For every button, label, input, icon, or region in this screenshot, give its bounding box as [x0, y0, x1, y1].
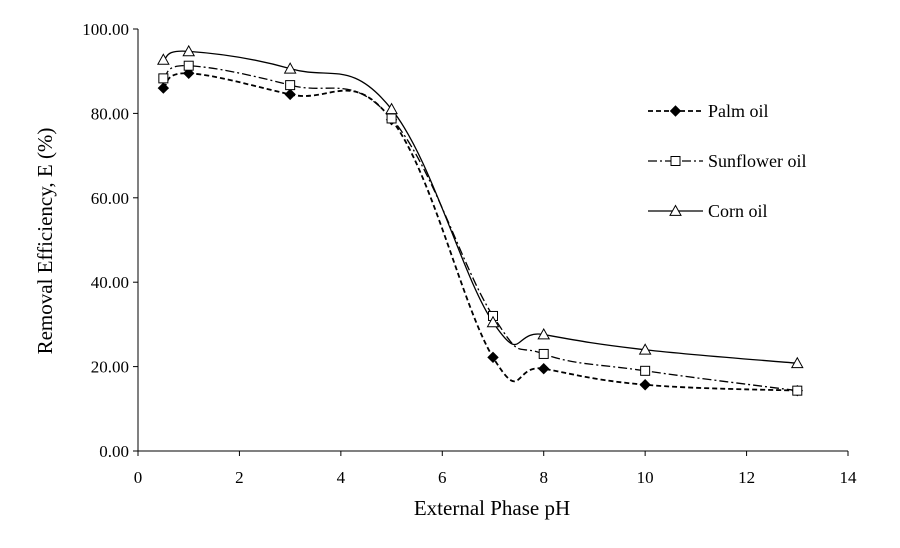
- series-group: [157, 44, 804, 397]
- data-point-sunflower-oil: [158, 73, 169, 84]
- legend-label-palm-oil: Palm oil: [708, 101, 769, 121]
- data-point-sunflower-oil: [285, 80, 296, 91]
- data-point-palm-oil: [183, 67, 195, 80]
- series-line-palm-oil: [162, 72, 798, 392]
- legend: Palm oil Sunflower oil Corn oil: [648, 101, 807, 221]
- x-tick-label: 12: [738, 468, 755, 487]
- y-tick-label: 40.00: [91, 273, 129, 292]
- data-point-corn-oil: [385, 102, 398, 115]
- data-point-sunflower-oil: [538, 348, 549, 359]
- data-point-corn-oil: [283, 62, 297, 74]
- data-point-sunflower-oil: [640, 365, 651, 376]
- legend-label-corn-oil: Corn oil: [708, 201, 768, 221]
- y-tick-label: 100.00: [82, 20, 129, 39]
- x-tick-label: 14: [840, 468, 858, 487]
- y-tick-label: 0.00: [99, 442, 129, 461]
- data-point-sunflower-oil: [792, 385, 803, 396]
- legend-marker-corn-oil: [669, 204, 682, 216]
- data-point-sunflower-oil: [183, 60, 194, 71]
- x-tick-label: 10: [637, 468, 654, 487]
- series-line-sunflower-oil: [162, 65, 798, 392]
- legend-marker-sunflower-oil: [670, 156, 681, 166]
- x-tick-label: 4: [337, 468, 346, 487]
- data-point-corn-oil: [537, 327, 551, 340]
- axes: 0.00 20.00 40.00 60.00 80.00 100.00 0 2 4 6 8 10 12 1…: [82, 20, 857, 487]
- x-tick-label: 0: [134, 468, 143, 487]
- y-tick-label: 80.00: [91, 104, 129, 123]
- data-point-palm-oil: [157, 82, 170, 94]
- x-tick-label: 6: [438, 468, 447, 487]
- data-point-corn-oil: [157, 53, 170, 65]
- x-tick-label: 2: [235, 468, 244, 487]
- y-tick-label: 20.00: [91, 358, 129, 377]
- data-point-corn-oil: [638, 343, 652, 355]
- data-point-palm-oil: [487, 351, 499, 364]
- data-point-corn-oil: [182, 44, 196, 57]
- series-line-corn-oil: [163, 50, 798, 364]
- legend-marker-palm-oil: [669, 105, 682, 117]
- y-axis-title: Removal Efficiency, E (%): [33, 128, 57, 355]
- legend-label-sunflower-oil: Sunflower oil: [708, 151, 807, 171]
- x-axis-title: External Phase pH: [414, 496, 570, 520]
- data-point-palm-oil: [639, 379, 651, 391]
- data-point-corn-oil: [790, 356, 804, 369]
- data-point-corn-oil: [486, 315, 500, 328]
- data-point-sunflower-oil: [386, 113, 397, 124]
- data-point-palm-oil: [538, 363, 550, 375]
- x-tick-label: 8: [539, 468, 548, 487]
- data-point-palm-oil: [284, 88, 296, 101]
- y-tick-label: 60.00: [91, 189, 129, 208]
